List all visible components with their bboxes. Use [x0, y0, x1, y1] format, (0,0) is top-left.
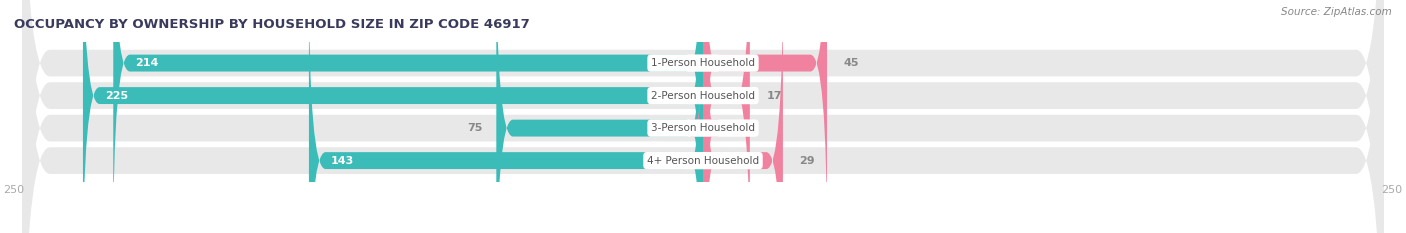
FancyBboxPatch shape [83, 0, 703, 233]
Text: 2-Person Household: 2-Person Household [651, 91, 755, 101]
FancyBboxPatch shape [22, 0, 1384, 233]
Legend: Owner-occupied, Renter-occupied: Owner-occupied, Renter-occupied [581, 230, 825, 233]
Text: 143: 143 [330, 156, 354, 166]
Text: OCCUPANCY BY OWNERSHIP BY HOUSEHOLD SIZE IN ZIP CODE 46917: OCCUPANCY BY OWNERSHIP BY HOUSEHOLD SIZE… [14, 17, 530, 31]
Text: 45: 45 [844, 58, 859, 68]
Text: 4+ Person Household: 4+ Person Household [647, 156, 759, 166]
FancyBboxPatch shape [689, 0, 720, 233]
FancyBboxPatch shape [703, 0, 749, 233]
FancyBboxPatch shape [22, 0, 1384, 233]
Text: 1: 1 [723, 123, 730, 133]
FancyBboxPatch shape [703, 0, 827, 233]
Text: 29: 29 [800, 156, 815, 166]
FancyBboxPatch shape [703, 0, 783, 233]
Text: Source: ZipAtlas.com: Source: ZipAtlas.com [1281, 7, 1392, 17]
FancyBboxPatch shape [114, 0, 703, 233]
Text: 17: 17 [766, 91, 782, 101]
Text: 225: 225 [105, 91, 128, 101]
Text: 1-Person Household: 1-Person Household [651, 58, 755, 68]
FancyBboxPatch shape [496, 0, 703, 233]
Text: 214: 214 [135, 58, 159, 68]
FancyBboxPatch shape [309, 0, 703, 233]
Text: 3-Person Household: 3-Person Household [651, 123, 755, 133]
FancyBboxPatch shape [22, 0, 1384, 233]
FancyBboxPatch shape [22, 0, 1384, 233]
Text: 75: 75 [467, 123, 482, 133]
